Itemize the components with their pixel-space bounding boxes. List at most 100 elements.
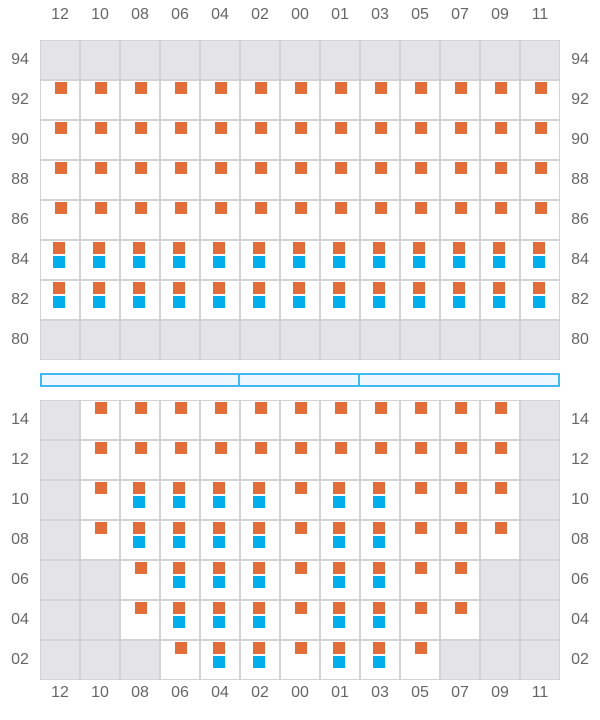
orange-marker xyxy=(335,122,347,134)
orange-marker xyxy=(373,562,385,574)
orange-marker xyxy=(295,402,307,414)
unavailable-cell xyxy=(160,40,200,80)
orange-marker xyxy=(135,602,147,614)
unavailable-cell xyxy=(280,320,320,360)
blue-marker xyxy=(493,256,505,268)
unavailable-cell xyxy=(40,560,80,600)
blue-marker xyxy=(253,256,265,268)
orange-marker xyxy=(133,242,145,254)
seat-cell[interactable] xyxy=(80,520,120,560)
row-label-right: 08 xyxy=(571,531,589,548)
unavailable-cell xyxy=(360,40,400,80)
orange-marker xyxy=(255,402,267,414)
blue-marker xyxy=(453,256,465,268)
unavailable-cell xyxy=(480,40,520,80)
orange-marker xyxy=(95,442,107,454)
seat-cell[interactable] xyxy=(160,120,200,160)
row-label-left: 02 xyxy=(11,651,29,668)
divider-bar-segment[interactable] xyxy=(40,373,242,387)
blue-marker xyxy=(293,296,305,308)
orange-marker xyxy=(173,522,185,534)
orange-marker xyxy=(455,162,467,174)
orange-marker xyxy=(215,122,227,134)
divider-bar-segment[interactable] xyxy=(358,373,560,387)
unavailable-cell xyxy=(240,320,280,360)
seat-cell[interactable] xyxy=(400,640,440,680)
orange-marker xyxy=(373,642,385,654)
orange-marker xyxy=(55,82,67,94)
column-label-top: 10 xyxy=(91,6,109,23)
row-label-left: 04 xyxy=(11,611,29,628)
orange-marker xyxy=(373,522,385,534)
orange-marker xyxy=(133,282,145,294)
blue-marker xyxy=(133,496,145,508)
row-label-left: 84 xyxy=(11,251,29,268)
seat-cell[interactable] xyxy=(440,160,480,200)
column-label-top: 08 xyxy=(131,6,149,23)
orange-marker xyxy=(415,82,427,94)
orange-marker xyxy=(95,482,107,494)
seat-cell[interactable] xyxy=(320,200,360,240)
column-label-top: 11 xyxy=(531,6,549,23)
orange-marker xyxy=(175,82,187,94)
column-label-top: 04 xyxy=(211,6,229,23)
blue-marker xyxy=(333,576,345,588)
blue-marker xyxy=(173,616,185,628)
orange-marker xyxy=(215,82,227,94)
orange-marker xyxy=(493,242,505,254)
seat-cell[interactable] xyxy=(240,400,280,440)
orange-marker xyxy=(295,482,307,494)
blue-marker xyxy=(133,536,145,548)
orange-marker xyxy=(95,162,107,174)
blue-marker xyxy=(373,536,385,548)
seat-cell[interactable] xyxy=(400,400,440,440)
unavailable-cell xyxy=(440,640,480,680)
seat-cell[interactable] xyxy=(320,120,360,160)
seat-cell[interactable] xyxy=(200,80,240,120)
unavailable-cell xyxy=(520,560,560,600)
seat-cell[interactable] xyxy=(240,160,280,200)
divider-bar-segment[interactable] xyxy=(238,373,360,387)
unavailable-cell xyxy=(40,600,80,640)
seat-cell[interactable] xyxy=(520,80,560,120)
orange-marker xyxy=(453,282,465,294)
orange-marker xyxy=(535,122,547,134)
row-label-left: 88 xyxy=(11,171,29,188)
orange-marker xyxy=(295,82,307,94)
seat-cell[interactable] xyxy=(480,440,520,480)
orange-marker xyxy=(333,482,345,494)
column-label-top: 12 xyxy=(51,6,69,23)
row-label-right: 06 xyxy=(571,571,589,588)
column-label-bottom: 08 xyxy=(131,684,149,701)
unavailable-cell xyxy=(320,40,360,80)
orange-marker xyxy=(413,282,425,294)
column-label-bottom: 09 xyxy=(491,684,509,701)
blue-marker xyxy=(373,616,385,628)
column-label-top: 00 xyxy=(291,6,309,23)
seat-cell[interactable] xyxy=(200,160,240,200)
blue-marker xyxy=(253,536,265,548)
orange-marker xyxy=(533,282,545,294)
seat-cell[interactable] xyxy=(80,400,120,440)
unavailable-cell xyxy=(400,40,440,80)
blue-marker xyxy=(253,616,265,628)
seat-cell[interactable] xyxy=(160,80,200,120)
orange-marker xyxy=(295,642,307,654)
orange-marker xyxy=(415,562,427,574)
unavailable-cell xyxy=(320,320,360,360)
seat-cell[interactable] xyxy=(360,80,400,120)
unavailable-cell xyxy=(480,320,520,360)
orange-marker xyxy=(373,282,385,294)
orange-marker xyxy=(213,242,225,254)
seat-cell[interactable] xyxy=(160,520,200,560)
seat-cell[interactable] xyxy=(280,160,320,200)
row-label-right: 82 xyxy=(571,291,589,308)
orange-marker xyxy=(255,202,267,214)
orange-marker xyxy=(335,82,347,94)
orange-marker xyxy=(93,282,105,294)
orange-marker xyxy=(375,202,387,214)
orange-marker xyxy=(255,82,267,94)
unavailable-cell xyxy=(40,400,80,440)
column-label-bottom: 01 xyxy=(331,684,349,701)
row-label-right: 84 xyxy=(571,251,589,268)
